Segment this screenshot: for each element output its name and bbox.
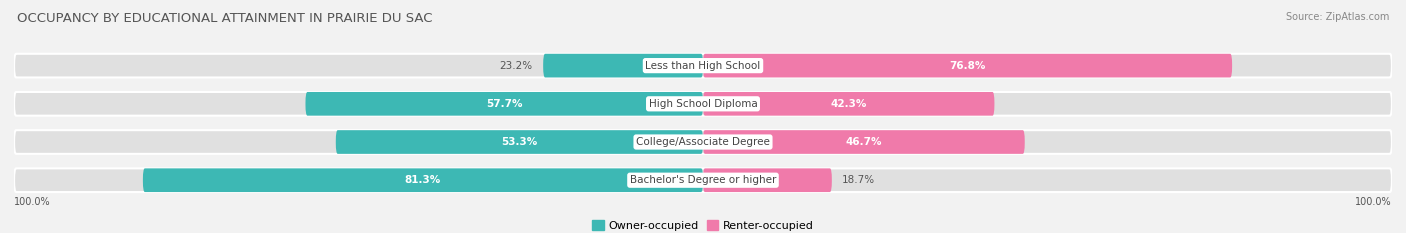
Text: Less than High School: Less than High School (645, 61, 761, 71)
FancyBboxPatch shape (14, 92, 1392, 116)
Text: 100.0%: 100.0% (1355, 197, 1392, 207)
FancyBboxPatch shape (703, 54, 1232, 77)
Text: 23.2%: 23.2% (499, 61, 533, 71)
Text: 81.3%: 81.3% (405, 175, 441, 185)
FancyBboxPatch shape (305, 92, 703, 116)
Text: 57.7%: 57.7% (486, 99, 523, 109)
FancyBboxPatch shape (703, 130, 1025, 154)
FancyBboxPatch shape (14, 54, 1392, 77)
Legend: Owner-occupied, Renter-occupied: Owner-occupied, Renter-occupied (588, 216, 818, 233)
Text: Bachelor's Degree or higher: Bachelor's Degree or higher (630, 175, 776, 185)
FancyBboxPatch shape (143, 168, 703, 192)
Text: College/Associate Degree: College/Associate Degree (636, 137, 770, 147)
FancyBboxPatch shape (703, 92, 994, 116)
FancyBboxPatch shape (336, 130, 703, 154)
Text: High School Diploma: High School Diploma (648, 99, 758, 109)
Text: 53.3%: 53.3% (502, 137, 537, 147)
FancyBboxPatch shape (703, 168, 832, 192)
FancyBboxPatch shape (14, 130, 1392, 154)
Text: OCCUPANCY BY EDUCATIONAL ATTAINMENT IN PRAIRIE DU SAC: OCCUPANCY BY EDUCATIONAL ATTAINMENT IN P… (17, 12, 433, 25)
Text: 42.3%: 42.3% (831, 99, 868, 109)
Text: 18.7%: 18.7% (842, 175, 876, 185)
Text: Source: ZipAtlas.com: Source: ZipAtlas.com (1285, 12, 1389, 22)
Text: 46.7%: 46.7% (845, 137, 882, 147)
Text: 76.8%: 76.8% (949, 61, 986, 71)
FancyBboxPatch shape (14, 168, 1392, 192)
Text: 100.0%: 100.0% (14, 197, 51, 207)
FancyBboxPatch shape (543, 54, 703, 77)
